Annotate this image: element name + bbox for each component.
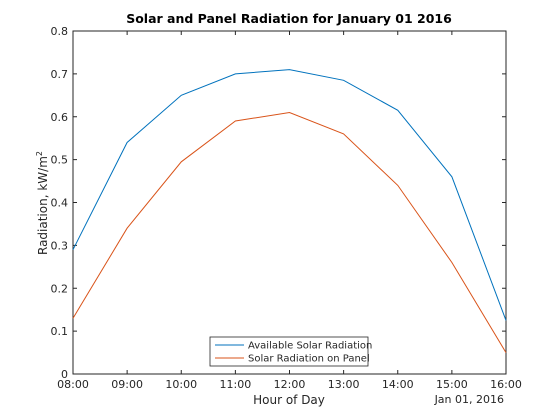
- y-axis-label-superscript: 2: [35, 151, 44, 156]
- x-tick-label: 13:00: [328, 378, 360, 391]
- date-label: Jan 01, 2016: [434, 393, 504, 406]
- y-tick-label: 0.8: [51, 25, 69, 38]
- x-tick-label: 16:00: [490, 378, 522, 391]
- y-axis-ticks: 0 0.1 0.2 0.3 0.4 0.5 0.6 0.7 0.8: [51, 25, 506, 381]
- x-axis-ticks: 08:00 09:00 10:00 11:00 12:00 13:00 14:00 15:00…: [57, 31, 522, 391]
- x-tick-label: 15:00: [436, 378, 468, 391]
- x-tick-label: 12:00: [274, 378, 306, 391]
- series-line-2: [72, 111, 507, 353]
- y-tick-label: 0.5: [51, 154, 69, 167]
- series-lines: [72, 69, 507, 353]
- y-tick-label: 0: [61, 368, 68, 381]
- y-axis-label-text: Radiation, kW/m: [36, 156, 50, 255]
- y-axis-label: Radiation, kW/m2: [35, 151, 50, 255]
- legend: Available Solar Radiation Solar Radiation…: [209, 336, 372, 367]
- plot-area-frame: [72, 30, 507, 375]
- x-tick-label: 09:00: [111, 378, 143, 391]
- y-tick-label: 0.2: [51, 282, 69, 295]
- legend-label-2: Solar Radiation on Panel: [248, 354, 370, 365]
- x-tick-label: 08:00: [57, 378, 89, 391]
- x-axis-label: Hour of Day: [253, 393, 325, 407]
- legend-label-1: Available Solar Radiation: [248, 341, 372, 352]
- series-line-1: [72, 69, 507, 321]
- y-tick-label: 0.6: [51, 111, 69, 124]
- y-tick-label: 0.3: [51, 239, 69, 252]
- y-tick-label: 0.7: [51, 68, 69, 81]
- x-tick-label: 11:00: [220, 378, 252, 391]
- legend-box: [209, 336, 369, 367]
- x-tick-label: 10:00: [165, 378, 197, 391]
- chart-title: Solar and Panel Radiation for January 01…: [126, 11, 452, 26]
- y-tick-label: 0.1: [51, 325, 69, 338]
- x-tick-label: 14:00: [382, 378, 414, 391]
- y-tick-label: 0.4: [51, 197, 69, 210]
- plot-axes: [72, 30, 507, 375]
